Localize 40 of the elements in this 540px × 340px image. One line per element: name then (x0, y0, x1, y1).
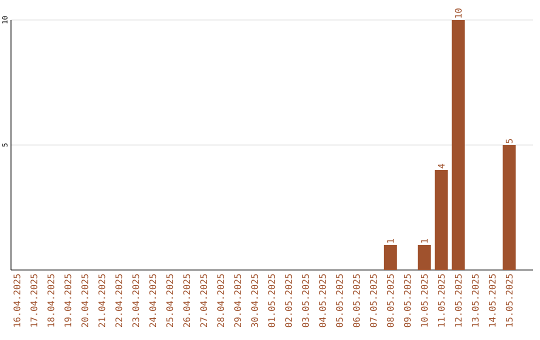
x-tick-label: 19.04.2025 (64, 274, 72, 327)
x-tick-label: 30.04.2025 (251, 274, 258, 328)
x-tick-label: 04.05.2025 (319, 274, 326, 328)
x-tick-label: 14.05.2025 (488, 274, 496, 327)
data-label: 10 (454, 8, 462, 18)
x-tick-label: 26.04.2025 (183, 274, 190, 328)
x-tick-label: 10.05.2025 (420, 274, 428, 327)
x-tick-label: 22.04.2025 (115, 274, 122, 328)
x-tick-label: 01.05.2025 (268, 274, 275, 328)
x-tick-label: 03.05.2025 (302, 274, 309, 328)
x-tick-label: 06.05.2025 (353, 274, 360, 328)
x-tick-label: 24.04.2025 (149, 274, 156, 328)
x-tick-label: 20.04.2025 (81, 274, 88, 328)
bar (502, 145, 516, 270)
x-tick-label: 07.05.2025 (370, 274, 377, 328)
x-tick-label: 08.05.2025 (386, 274, 394, 328)
x-tick-label: 17.04.2025 (30, 274, 38, 327)
x-tick-label: 28.04.2025 (217, 274, 224, 328)
data-label: 1 (421, 238, 428, 243)
x-tick-label: 21.04.2025 (98, 274, 106, 328)
x-tick-label: 25.04.2025 (166, 274, 174, 328)
bar (418, 245, 431, 270)
data-label: 4 (438, 164, 445, 168)
x-tick-label: 13.05.2025 (472, 274, 479, 327)
x-tick-label: 23.04.2025 (132, 274, 140, 328)
data-label: 5 (506, 139, 513, 144)
x-tick-label: 11.05.2025 (438, 274, 445, 327)
bar (384, 245, 397, 270)
x-tick-label: 16.04.2025 (14, 274, 20, 327)
x-tick-label: 09.05.2025 (404, 274, 411, 328)
x-tick-label: 29.04.2025 (234, 274, 242, 328)
x-tick-label: 12.05.2025 (454, 274, 462, 327)
x-tick-label: 05.05.2025 (336, 274, 343, 328)
bar (452, 20, 465, 270)
x-tick-label: 15.05.2025 (506, 274, 513, 327)
x-tick-label: 27.04.2025 (200, 274, 208, 328)
data-label: 1 (387, 238, 394, 243)
bar (434, 170, 448, 270)
x-tick-label: 18.04.2025 (47, 274, 54, 327)
x-tick-label: 02.05.2025 (285, 274, 292, 328)
